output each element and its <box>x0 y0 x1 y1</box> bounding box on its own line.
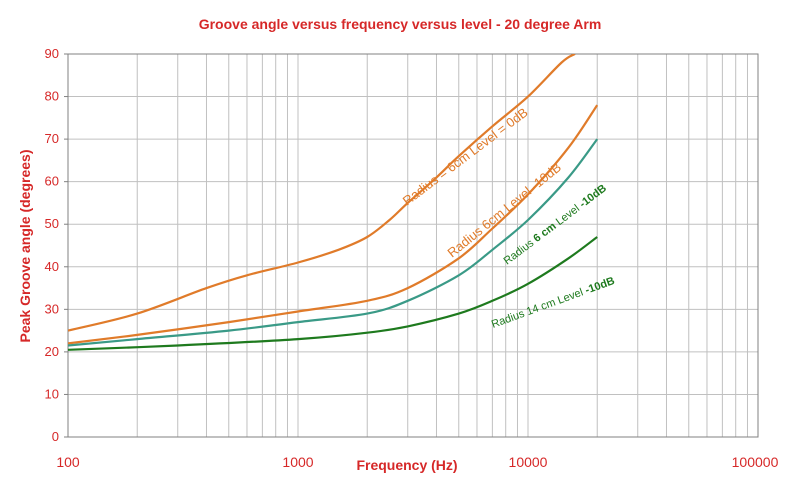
y-axis-title: Peak Groove angle (degrees) <box>17 150 33 343</box>
series-line-3 <box>68 138 599 347</box>
chart-title: Groove angle versus frequency versus lev… <box>199 16 602 32</box>
y-tick-label: 80 <box>45 89 59 104</box>
y-tick-label: 70 <box>45 131 59 146</box>
y-tick-label: 20 <box>45 344 59 359</box>
y-tick-label: 0 <box>52 429 59 444</box>
series-line-4 <box>68 236 598 351</box>
y-tick-label: 60 <box>45 174 59 189</box>
y-tick-labels: 0 10 20 30 40 50 60 70 80 90 <box>45 46 59 444</box>
y-tick-label: 50 <box>45 216 59 231</box>
x-axis-title: Frequency (Hz) <box>356 457 457 473</box>
y-tick-label: 40 <box>45 259 59 274</box>
x-tick-labels: 100 1000 10000 100000 <box>56 454 778 470</box>
y-tick-label: 90 <box>45 46 59 61</box>
plot-frame <box>67 53 759 438</box>
y-tick-label: 30 <box>45 301 59 316</box>
annotation-radius-6cm-0db: Radius = 6cm Level = 0dB <box>400 105 531 209</box>
x-tick-label: 10000 <box>509 454 548 470</box>
axes <box>64 53 759 438</box>
x-tick-label: 1000 <box>282 454 313 470</box>
y-tick-label: 10 <box>45 386 59 401</box>
x-tick-label: 100 <box>56 454 80 470</box>
series-line-2 <box>68 104 599 345</box>
x-tick-label: 100000 <box>732 454 779 470</box>
grid <box>68 53 758 437</box>
annotation-radius-6cm-minus10db: Radius 6cm Level -10dB <box>444 160 564 261</box>
series-line-1 <box>68 54 576 332</box>
series-lines <box>68 54 599 351</box>
